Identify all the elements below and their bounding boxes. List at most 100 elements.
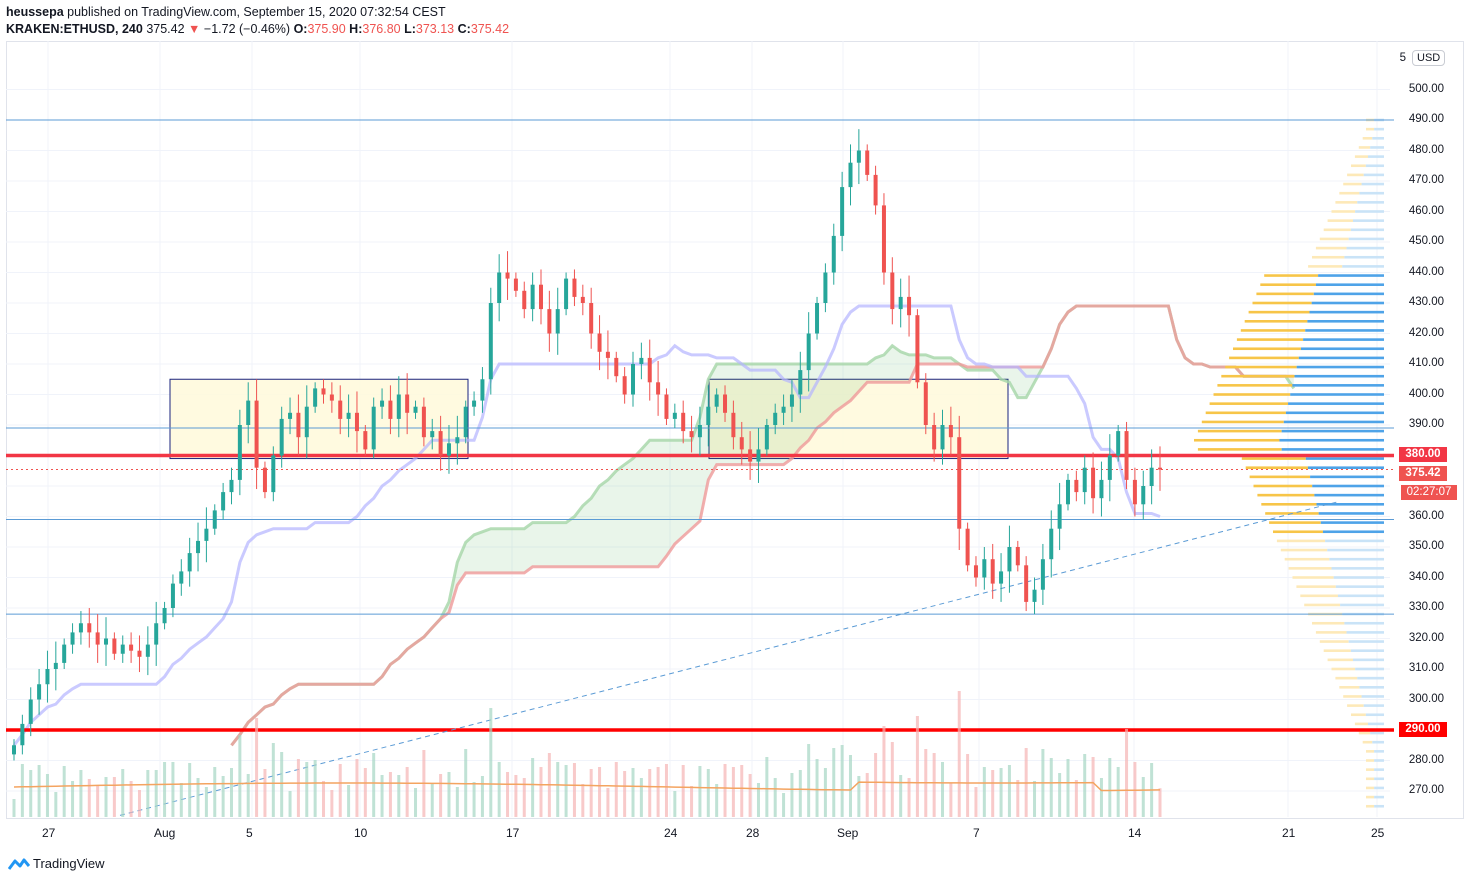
volume-profile-bar	[1201, 420, 1284, 424]
volume-bar	[12, 799, 16, 817]
volume-profile-bar	[1355, 210, 1384, 213]
tradingview-footer[interactable]: TradingView	[8, 856, 105, 871]
volume-profile-bar	[1363, 173, 1384, 177]
volume-profile-bar	[1374, 127, 1384, 131]
volume-profile-bar	[1294, 374, 1384, 378]
candle-body	[714, 394, 719, 407]
volume-bar	[982, 767, 986, 817]
volume-bar	[1108, 758, 1112, 817]
volume-profile-bar	[1374, 804, 1384, 808]
volume-bar	[907, 778, 911, 817]
volume-profile-bar	[1366, 750, 1375, 753]
volume-profile-bar	[1346, 246, 1384, 250]
last-price-tag: 375.42	[1399, 466, 1447, 481]
volume-bar	[832, 748, 836, 817]
volume-bar	[915, 716, 919, 817]
time-tick-label: 7	[973, 826, 980, 840]
level-290-tag: 290.00	[1399, 722, 1447, 737]
candle-body	[647, 357, 652, 383]
volume-profile-bar	[1362, 137, 1373, 140]
candle-body	[329, 394, 334, 401]
volume-profile-bar	[1233, 347, 1301, 351]
candle-body	[455, 437, 460, 444]
candle-body	[237, 425, 242, 480]
candle-body	[923, 382, 928, 425]
volume-bar	[690, 786, 694, 817]
volume-profile-bar	[1276, 539, 1326, 543]
volume-bar	[54, 792, 58, 817]
volume-bar	[163, 762, 167, 817]
candle-body	[1049, 528, 1054, 560]
symbol-interval[interactable]: KRAKEN:ETHUSD, 240	[6, 22, 143, 36]
volume-profile-bar	[1359, 191, 1384, 195]
time-tick-label: 17	[506, 826, 520, 840]
volume-bar	[380, 775, 384, 817]
brand-name: TradingView	[33, 856, 105, 871]
volume-profile-bar	[1363, 704, 1384, 707]
volume-profile-bar	[1248, 310, 1310, 314]
volume-profile-bar	[1374, 750, 1384, 753]
volume-bar	[1049, 758, 1053, 817]
volume-bar	[782, 793, 786, 817]
volume-profile-bar	[1229, 356, 1299, 360]
candle-body	[1007, 547, 1012, 572]
volume-bar	[62, 766, 66, 817]
volume-profile-bar	[1344, 255, 1384, 259]
candle-body	[313, 388, 318, 407]
volume-profile-bar	[1339, 191, 1360, 195]
candle-body	[145, 644, 150, 657]
candle-body	[1040, 559, 1045, 590]
time-tick-label: 14	[1128, 826, 1142, 840]
candle-body	[288, 412, 293, 419]
volume-bar	[79, 770, 83, 817]
price-tick-label: 350.00	[1408, 540, 1444, 552]
candle-body	[890, 272, 895, 310]
candle-body	[129, 644, 134, 651]
volume-bar	[798, 770, 802, 817]
volume-bar	[322, 781, 326, 817]
volume-profile-bar	[1236, 338, 1304, 341]
volume-profile-bar	[1367, 722, 1384, 726]
volume-profile-bar	[1374, 768, 1384, 771]
time-tick-label: Sep	[837, 826, 859, 840]
volume-bar	[673, 791, 677, 817]
volume-profile-bar	[1355, 667, 1384, 671]
candle-body	[522, 290, 527, 310]
volume-profile-bar	[1292, 384, 1384, 387]
volume-bar	[790, 773, 794, 817]
volume-bar	[238, 735, 242, 817]
volume-profile-bar	[1281, 429, 1384, 433]
volume-profile-bar	[1340, 603, 1384, 607]
volume-profile-bar	[1374, 795, 1384, 799]
volume-bar	[179, 783, 183, 817]
volume-profile-bar	[1296, 365, 1384, 369]
candle-body	[999, 571, 1004, 584]
candle-body	[748, 449, 753, 462]
candle-body	[697, 425, 702, 438]
candle-body	[873, 174, 878, 206]
volume-bar	[740, 765, 744, 817]
volume-bar	[104, 777, 108, 817]
time-tick-label: 28	[746, 826, 760, 840]
volume-bar	[681, 765, 685, 817]
volume-profile-bar	[1269, 521, 1321, 524]
volume-bar	[589, 769, 593, 817]
price-tick-label: 490.00	[1408, 113, 1444, 125]
candle-body	[380, 400, 385, 407]
candle-body	[505, 272, 510, 279]
publisher-name[interactable]: heussepa	[6, 5, 64, 19]
volume-bar	[455, 787, 459, 817]
volume-bar	[20, 764, 24, 817]
currency-badge[interactable]: USD	[1412, 50, 1446, 66]
volume-profile-bar	[1337, 594, 1384, 598]
volume-bar	[773, 778, 777, 817]
volume-profile-bar	[1323, 649, 1351, 652]
volume-profile-bar	[1339, 686, 1360, 689]
volume-bar	[405, 767, 409, 817]
volume-profile-bar	[1366, 777, 1375, 781]
price-tick-label: 410.00	[1408, 357, 1444, 369]
volume-bar	[564, 765, 568, 817]
volume-bar	[196, 778, 200, 817]
chart-plot-area[interactable]	[6, 41, 1462, 817]
volume-profile-bar	[1257, 493, 1315, 497]
